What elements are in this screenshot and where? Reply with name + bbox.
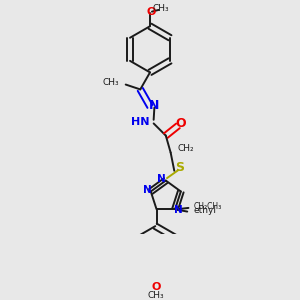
Text: N: N (149, 99, 160, 112)
Text: CH₃: CH₃ (148, 291, 164, 300)
Text: CH₂CH₃: CH₂CH₃ (194, 202, 222, 211)
Text: N: N (174, 206, 182, 215)
Text: CH₃: CH₃ (103, 78, 120, 87)
Text: CH₂: CH₂ (178, 145, 194, 154)
Text: ethyl: ethyl (193, 206, 216, 215)
Text: CH₃: CH₃ (153, 4, 169, 13)
Text: S: S (175, 161, 184, 174)
Text: N: N (142, 185, 151, 196)
Text: HN: HN (131, 117, 150, 127)
Text: O: O (151, 282, 161, 292)
Text: N: N (157, 174, 166, 184)
Text: O: O (176, 117, 186, 130)
Text: O: O (146, 7, 156, 16)
